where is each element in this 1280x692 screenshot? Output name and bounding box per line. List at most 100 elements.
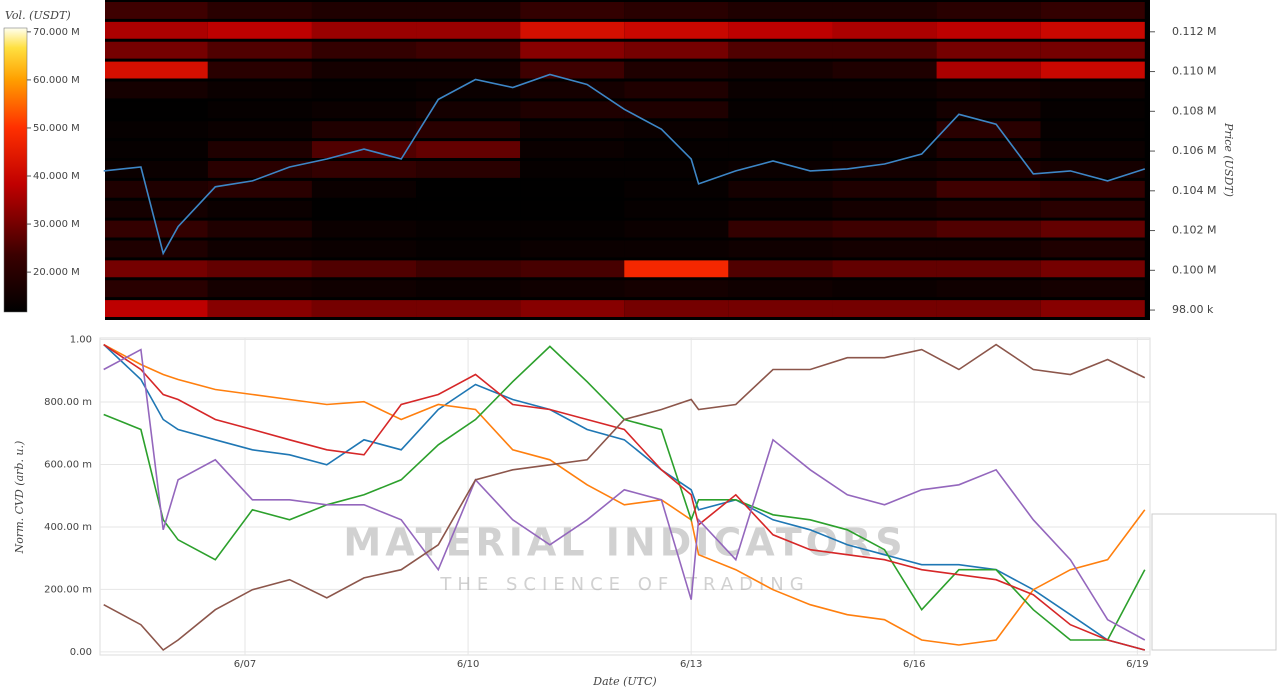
- heat-cell: [832, 160, 937, 178]
- heat-cell: [207, 121, 312, 139]
- heat-cell: [207, 200, 312, 218]
- heat-cell: [624, 21, 729, 39]
- heat-cell: [832, 220, 937, 238]
- colorbar-tick-label: 40.000 M: [33, 171, 80, 182]
- heat-cell: [624, 280, 729, 298]
- price-tick-label: 0.106 M: [1172, 144, 1216, 157]
- heat-cell: [936, 200, 1041, 218]
- watermark: MATERIAL INDICATORS: [343, 521, 906, 565]
- heat-cell: [207, 21, 312, 39]
- x-tick-label: 6/19: [1126, 659, 1148, 670]
- heat-cell: [624, 240, 729, 258]
- heat-cell: [728, 300, 833, 317]
- x-tick-label: 6/16: [903, 659, 925, 670]
- heat-cell: [1040, 160, 1145, 178]
- heat-cell: [520, 300, 625, 317]
- heat-cell: [832, 121, 937, 139]
- watermark: THE SCIENCE OF TRADING: [439, 574, 809, 595]
- y-tick-label: 200.00 m: [44, 584, 92, 595]
- heat-cell: [520, 1, 625, 19]
- price-axis-label: Price (USDT): [1222, 122, 1235, 197]
- heat-cell: [520, 101, 625, 119]
- heat-cell: [105, 61, 208, 79]
- heat-cell: [1040, 121, 1145, 139]
- heat-cell: [832, 141, 937, 158]
- heat-cell: [311, 240, 417, 258]
- heat-cell: [105, 141, 208, 158]
- heat-cell: [520, 81, 625, 99]
- legend-box: [1151, 513, 1277, 651]
- heat-cell: [728, 180, 833, 198]
- heat-cell: [832, 1, 937, 19]
- heat-cell: [1040, 41, 1145, 59]
- heat-cell: [624, 260, 729, 278]
- heat-cell: [207, 280, 312, 298]
- heat-cell: [416, 200, 521, 218]
- heat-cell: [207, 101, 312, 119]
- heat-cell: [936, 121, 1041, 139]
- cvd-axis-label: Norm. CVD (arb. u.): [13, 441, 26, 555]
- heat-cell: [936, 21, 1041, 39]
- heat-cell: [311, 61, 417, 79]
- heat-cell: [311, 280, 417, 298]
- heat-cell: [728, 280, 833, 298]
- heat-cell: [832, 21, 937, 39]
- heat-cell: [105, 180, 208, 198]
- heat-cell: [1040, 21, 1145, 39]
- heat-cell: [936, 260, 1041, 278]
- heat-cell: [416, 240, 521, 258]
- price-line: [103, 73, 1146, 256]
- heat-cell: [936, 41, 1041, 59]
- cvd-plot-area: [99, 337, 1151, 656]
- heat-cell: [728, 41, 833, 59]
- cvd-line: [103, 348, 1146, 641]
- y-tick-label: 1.00: [70, 335, 92, 346]
- heat-cell: [832, 280, 937, 298]
- heat-cell: [728, 101, 833, 119]
- heat-cell: [832, 200, 937, 218]
- heat-cell: [416, 1, 521, 19]
- cvd-line: [103, 343, 1146, 652]
- heat-cell: [1040, 1, 1145, 19]
- heat-cell: [105, 81, 208, 99]
- heat-cell: [624, 81, 729, 99]
- heat-cell: [311, 81, 417, 99]
- heat-cell: [416, 81, 521, 99]
- heat-cell: [624, 160, 729, 178]
- heat-cell: [832, 260, 937, 278]
- heat-cell: [624, 300, 729, 317]
- heat-cell: [207, 220, 312, 238]
- y-tick-label: 600.00 m: [44, 459, 92, 470]
- heat-cell: [832, 240, 937, 258]
- heat-cell: [520, 200, 625, 218]
- heat-cell: [105, 101, 208, 119]
- heatmap-layer: 98.00 k 0.100 M 0.102 M 0.104 M 0.106 M 0.108…: [27, 1, 1216, 317]
- heat-cell: [105, 1, 208, 19]
- x-tick-label: 6/13: [680, 659, 702, 670]
- heat-cell: [728, 61, 833, 79]
- heat-cell: [105, 21, 208, 39]
- colorbar-tick-label: 30.000 M: [33, 219, 80, 230]
- heat-cell: [936, 240, 1041, 258]
- heat-cell: [728, 81, 833, 99]
- heat-cell: [311, 160, 417, 178]
- colorbar-tick-label: 20.000 M: [33, 267, 80, 278]
- heat-cell: [207, 141, 312, 158]
- heat-cell: [936, 300, 1041, 317]
- heat-cell: [311, 220, 417, 238]
- heat-cell: [520, 280, 625, 298]
- heat-cell: [520, 240, 625, 258]
- heat-cell: [207, 260, 312, 278]
- heat-cell: [936, 280, 1041, 298]
- heat-cell: [416, 280, 521, 298]
- heat-cell: [728, 141, 833, 158]
- heat-cell: [207, 81, 312, 99]
- y-tick-label: 0.00: [70, 647, 92, 658]
- heat-cell: [207, 300, 312, 317]
- heat-cell: [311, 180, 417, 198]
- heat-cell: [105, 260, 208, 278]
- heat-cell: [624, 41, 729, 59]
- heat-cell: [624, 101, 729, 119]
- heat-cell: [311, 300, 417, 317]
